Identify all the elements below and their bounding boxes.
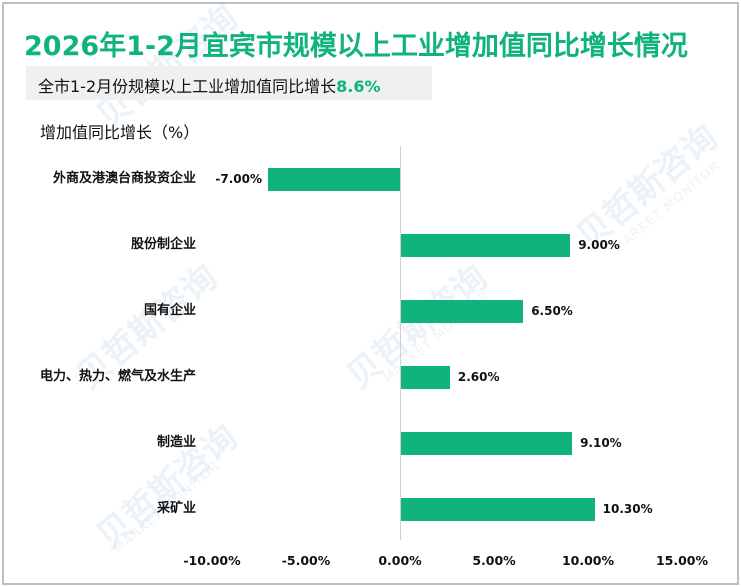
- x-tick-label: 0.00%: [378, 553, 422, 568]
- category-label: 采矿业: [156, 501, 196, 516]
- x-tick-label: 15.00%: [655, 553, 709, 568]
- subtitle-box: 全市1-2月份规模以上工业增加值同比增长8.6%: [26, 66, 432, 100]
- bar: [401, 432, 573, 455]
- data-label: 10.30%: [602, 502, 653, 516]
- category-label: 电力、热力、燃气及水生产: [39, 369, 196, 384]
- data-label: -7.00%: [215, 172, 263, 186]
- subtitle-text: 全市1-2月份规模以上工业增加值同比增长: [38, 77, 337, 96]
- bar: [401, 234, 571, 257]
- zero-axis-line: [400, 146, 401, 540]
- subtitle-highlight-value: 8.6%: [336, 77, 381, 96]
- category-label: 股份制企业: [130, 237, 196, 252]
- x-tick-label: 10.00%: [561, 553, 615, 568]
- chart-subtitle: 全市1-2月份规模以上工业增加值同比增长8.6%: [38, 73, 381, 97]
- bar: [401, 366, 450, 389]
- y-axis-title: 增加值同比增长（%）: [40, 123, 200, 142]
- data-label: 9.10%: [580, 436, 622, 450]
- category-label: 制造业: [156, 435, 196, 450]
- x-tick-label: -5.00%: [281, 553, 331, 568]
- data-label: 2.60%: [457, 370, 500, 384]
- data-label: 6.50%: [531, 304, 573, 318]
- bar: [401, 498, 595, 521]
- category-label: 外商及港澳台商投资企业: [52, 171, 196, 186]
- bar: [401, 300, 524, 323]
- bar: [268, 168, 400, 191]
- category-label: 国有企业: [143, 303, 196, 318]
- x-tick-label: -10.00%: [183, 553, 241, 568]
- x-tick-label: 5.00%: [472, 553, 516, 568]
- chart-title: 2026年1-2月宜宾市规模以上工业增加值同比增长情况: [24, 31, 688, 62]
- data-label: 9.00%: [578, 238, 620, 252]
